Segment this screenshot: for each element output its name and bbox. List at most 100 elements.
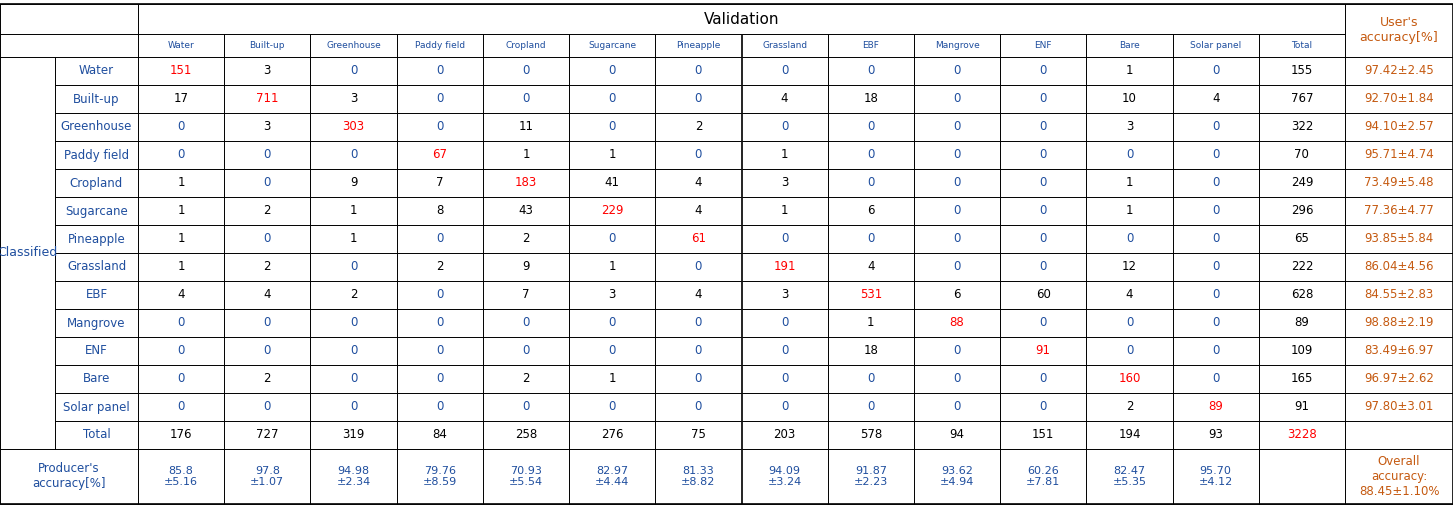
Bar	[1173, 309, 1258, 337]
Text: 0: 0	[350, 65, 357, 78]
Bar	[55, 197, 138, 225]
Text: 0: 0	[350, 344, 357, 357]
Text: 10: 10	[1122, 93, 1136, 105]
Text: Built-up: Built-up	[250, 41, 285, 50]
Text: 4: 4	[1126, 289, 1133, 302]
Text: 0: 0	[780, 344, 789, 357]
Text: 17: 17	[173, 93, 189, 105]
Bar	[1258, 197, 1345, 225]
Text: 94.10±2.57: 94.10±2.57	[1364, 120, 1434, 133]
Bar	[655, 309, 741, 337]
Bar	[741, 421, 828, 449]
Text: 0: 0	[436, 289, 443, 302]
Text: 86.04±4.56: 86.04±4.56	[1364, 260, 1434, 274]
Bar	[482, 365, 570, 393]
Text: 160: 160	[1119, 373, 1141, 386]
Bar	[311, 225, 397, 253]
Bar	[55, 141, 138, 169]
Bar	[224, 85, 311, 113]
Text: 0: 0	[1212, 205, 1219, 217]
Text: 0: 0	[350, 401, 357, 414]
Text: 2: 2	[350, 289, 357, 302]
Text: 183: 183	[514, 177, 538, 190]
Text: 7: 7	[522, 289, 530, 302]
Text: 2: 2	[263, 373, 272, 386]
Bar	[397, 225, 482, 253]
Bar	[1345, 197, 1453, 225]
Text: 6: 6	[953, 289, 960, 302]
Text: Classified: Classified	[0, 246, 58, 259]
Text: 3228: 3228	[1287, 428, 1316, 441]
Text: Cropland: Cropland	[70, 177, 124, 190]
Bar	[397, 34, 482, 57]
Bar	[1000, 393, 1087, 421]
Bar	[482, 34, 570, 57]
Bar	[655, 337, 741, 365]
Text: 85.8
±5.16: 85.8 ±5.16	[164, 466, 198, 487]
Text: 1: 1	[350, 205, 357, 217]
Bar	[0, 34, 138, 57]
Text: 0: 0	[350, 260, 357, 274]
Text: EBF: EBF	[86, 289, 108, 302]
Bar	[138, 85, 224, 113]
Text: Validation: Validation	[703, 11, 779, 27]
Bar	[570, 225, 655, 253]
Text: 93: 93	[1209, 428, 1223, 441]
Text: 0: 0	[436, 65, 443, 78]
Text: 4: 4	[695, 177, 702, 190]
Text: 194: 194	[1119, 428, 1141, 441]
Text: 0: 0	[177, 148, 185, 162]
Bar	[138, 309, 224, 337]
Bar	[482, 169, 570, 197]
Bar	[311, 421, 397, 449]
Text: 92.70±1.84: 92.70±1.84	[1364, 93, 1434, 105]
Text: 0: 0	[780, 65, 789, 78]
Bar	[397, 309, 482, 337]
Text: 0: 0	[436, 93, 443, 105]
Bar	[914, 57, 1000, 85]
Bar	[1000, 337, 1087, 365]
Bar	[570, 309, 655, 337]
Text: 41: 41	[604, 177, 619, 190]
Bar	[655, 225, 741, 253]
Text: 1: 1	[522, 148, 530, 162]
Text: 0: 0	[522, 65, 530, 78]
Bar	[741, 57, 828, 85]
Text: 0: 0	[263, 316, 272, 329]
Text: 0: 0	[177, 120, 185, 133]
Text: Pineapple: Pineapple	[68, 232, 125, 245]
Text: 12: 12	[1122, 260, 1136, 274]
Text: 727: 727	[256, 428, 279, 441]
Text: User's
accuracy[%]: User's accuracy[%]	[1360, 17, 1438, 44]
Text: Grassland: Grassland	[761, 41, 808, 50]
Text: 95.71±4.74: 95.71±4.74	[1364, 148, 1434, 162]
Text: Bare: Bare	[83, 373, 110, 386]
Text: 0: 0	[350, 373, 357, 386]
Text: 4: 4	[695, 205, 702, 217]
Text: 1: 1	[867, 316, 875, 329]
Bar	[1345, 281, 1453, 309]
Text: 83.49±6.97: 83.49±6.97	[1364, 344, 1434, 357]
Text: 303: 303	[343, 120, 365, 133]
Bar	[311, 393, 397, 421]
Text: 0: 0	[695, 344, 702, 357]
Text: 60.26
±7.81: 60.26 ±7.81	[1026, 466, 1061, 487]
Text: 203: 203	[773, 428, 796, 441]
Text: 0: 0	[522, 401, 530, 414]
Bar	[570, 113, 655, 141]
Text: 1: 1	[1126, 205, 1133, 217]
Text: 8: 8	[436, 205, 443, 217]
Bar	[1087, 309, 1173, 337]
Bar	[482, 393, 570, 421]
Text: Water: Water	[78, 65, 115, 78]
Bar	[55, 309, 138, 337]
Text: Mangrove: Mangrove	[934, 41, 979, 50]
Bar	[138, 141, 224, 169]
Bar	[914, 253, 1000, 281]
Text: 0: 0	[1212, 148, 1219, 162]
Text: Cropland: Cropland	[506, 41, 546, 50]
Bar	[1000, 85, 1087, 113]
Bar	[55, 393, 138, 421]
Bar	[311, 449, 397, 504]
Bar	[1345, 337, 1453, 365]
